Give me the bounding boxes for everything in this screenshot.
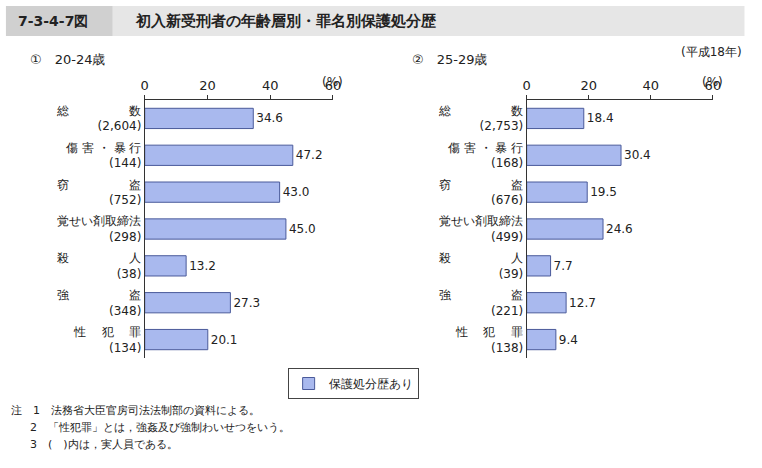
svg-text:13.2: 13.2 — [189, 259, 216, 273]
svg-text:7.7: 7.7 — [554, 259, 573, 273]
svg-text:② 25-29歳: ② 25-29歳 — [412, 52, 487, 67]
svg-text:(平成18年): (平成18年) — [681, 45, 742, 59]
svg-text:43.0: 43.0 — [283, 185, 310, 199]
svg-text:30.4: 30.4 — [624, 148, 651, 162]
svg-text:0: 0 — [523, 78, 531, 93]
svg-text:60: 60 — [705, 78, 722, 93]
svg-text:性 犯 罪(138): 性 犯 罪(138) — [455, 325, 524, 355]
svg-text:覚せい剤取締法(298): 覚せい剤取締法(298) — [57, 214, 141, 244]
svg-text:34.6: 34.6 — [256, 111, 283, 125]
svg-text:60: 60 — [325, 78, 342, 93]
svg-text:20: 20 — [580, 78, 597, 93]
svg-text:① 20-24歳: ① 20-24歳 — [30, 52, 105, 67]
svg-text:窃 盗(752): 窃 盗(752) — [57, 178, 141, 208]
svg-text:7-3-4-7図: 7-3-4-7図 — [18, 13, 88, 29]
svg-text:20.1: 20.1 — [211, 333, 238, 347]
svg-text:殺 人(39): 殺 人(39) — [439, 251, 523, 281]
svg-text:性 犯 罪(134): 性 犯 罪(134) — [73, 325, 142, 355]
svg-text:強 盗(348): 強 盗(348) — [57, 288, 141, 318]
svg-text:24.6: 24.6 — [606, 222, 633, 236]
svg-text:45.0: 45.0 — [289, 222, 316, 236]
svg-text:(%): (%) — [702, 75, 723, 89]
svg-text:3 ( )内は，実人員である。: 3 ( )内は，実人員である。 — [30, 438, 178, 451]
svg-text:覚せい剤取締法(499): 覚せい剤取締法(499) — [439, 214, 523, 244]
svg-text:40: 40 — [643, 78, 660, 93]
svg-text:12.7: 12.7 — [569, 296, 596, 310]
svg-text:初入新受刑者の年齢層別・罪名別保護処分歴: 初入新受刑者の年齢層別・罪名別保護処分歴 — [135, 12, 437, 30]
svg-text:18.4: 18.4 — [587, 111, 614, 125]
svg-text:27.3: 27.3 — [233, 296, 260, 310]
svg-text:窃 盗(676): 窃 盗(676) — [439, 178, 523, 208]
svg-text:注 1 法務省大臣官房司法法制部の資料による。: 注 1 法務省大臣官房司法法制部の資料による。 — [11, 404, 260, 417]
svg-text:20: 20 — [199, 78, 216, 93]
svg-text:傷 害 ・ 暴 行(168): 傷 害 ・ 暴 行(168) — [447, 141, 523, 171]
svg-text:2 「性犯罪」とは，強姦及び強制わいせつをいう。: 2 「性犯罪」とは，強姦及び強制わいせつをいう。 — [30, 421, 290, 434]
svg-text:強 盗(221): 強 盗(221) — [439, 288, 523, 318]
svg-text:総 数(2,604): 総 数(2,604) — [56, 104, 141, 134]
svg-text:殺 人(38): 殺 人(38) — [57, 251, 141, 281]
svg-text:40: 40 — [262, 78, 279, 93]
svg-text:47.2: 47.2 — [296, 148, 323, 162]
svg-text:傷 害 ・ 暴 行(144): 傷 害 ・ 暴 行(144) — [65, 141, 141, 171]
svg-text:総 数(2,753): 総 数(2,753) — [438, 104, 523, 134]
svg-text:9.4: 9.4 — [559, 333, 578, 347]
svg-text:保護処分歴あり: 保護処分歴あり — [329, 377, 413, 391]
svg-text:19.5: 19.5 — [590, 185, 617, 199]
svg-text:(%): (%) — [322, 75, 343, 89]
svg-text:0: 0 — [141, 78, 149, 93]
